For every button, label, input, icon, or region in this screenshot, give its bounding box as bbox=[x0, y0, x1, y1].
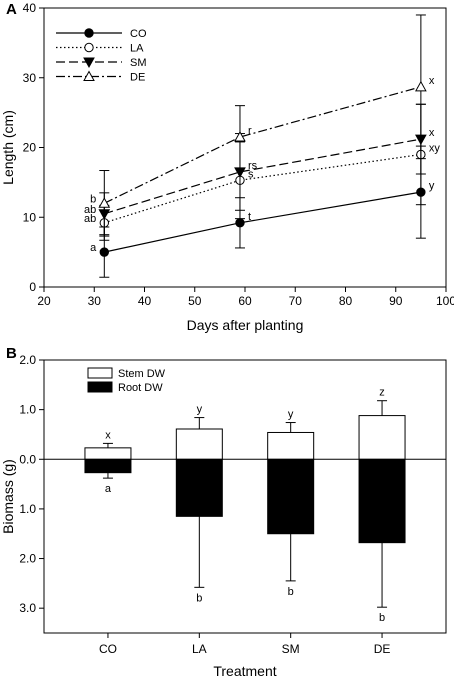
marker bbox=[84, 28, 94, 38]
significance-label-stem: y bbox=[197, 404, 203, 416]
bar-root bbox=[267, 458, 315, 535]
series-line-DE bbox=[104, 86, 422, 204]
significance-label-root: a bbox=[105, 483, 112, 495]
y-tick-label-a: 20 bbox=[23, 141, 37, 155]
series-line-LA bbox=[104, 153, 421, 224]
x-tick-label-a: 60 bbox=[238, 294, 252, 308]
marker bbox=[83, 70, 95, 81]
significance-label: ab bbox=[84, 213, 96, 225]
legend-a-bg bbox=[52, 22, 142, 92]
category-label: LA bbox=[192, 642, 207, 656]
legend-label-0: Stem DW bbox=[118, 368, 166, 380]
significance-label: x bbox=[429, 127, 435, 139]
marker bbox=[83, 57, 95, 69]
bar-chart-panel-b: 2.0 1.0 0.0 1.0 2.0 3.0 CO LA SM DE Treatment Bioma… bbox=[0, 353, 447, 679]
y-tick-label-a: 30 bbox=[23, 71, 37, 85]
bar-stem bbox=[84, 447, 132, 460]
category-label: CO bbox=[99, 642, 117, 656]
bar-group-DE: zb bbox=[358, 387, 406, 624]
legend-label-LA: LA bbox=[130, 43, 144, 55]
line-chart-panel-a: 20 30 40 50 60 70 80 90 100 0 10 20 30 40 Days after p… bbox=[0, 1, 454, 333]
significance-label: rs bbox=[248, 160, 258, 172]
significance-label-root: b bbox=[288, 586, 294, 598]
significance-label: x bbox=[429, 75, 435, 87]
y-tick-label-a: 10 bbox=[23, 210, 37, 224]
bar-stem bbox=[175, 428, 223, 460]
significance-label-stem: x bbox=[105, 429, 111, 441]
y-axis-title-a: Length (cm) bbox=[0, 110, 16, 185]
significance-label: a bbox=[90, 242, 97, 254]
legend-a: CO LA SM DE bbox=[52, 22, 147, 92]
significance-label: t bbox=[248, 211, 251, 223]
x-axis-title-b: Treatment bbox=[213, 663, 276, 679]
y-axis-title-b: Biomass (g) bbox=[0, 459, 16, 534]
legend-b: Stem DW Root DW bbox=[87, 367, 166, 394]
significance-label: y bbox=[429, 180, 435, 192]
y-tick-label-b: 1.0 bbox=[19, 403, 36, 417]
bar-stem bbox=[267, 431, 315, 460]
marker bbox=[98, 197, 111, 208]
panel-b-letter: B bbox=[6, 345, 17, 362]
legend-label-DE: DE bbox=[130, 72, 145, 84]
y-tick-label-b: 1.0 bbox=[19, 502, 36, 516]
significance-label: ab bbox=[84, 204, 96, 216]
x-tick-label-a: 100 bbox=[436, 294, 454, 308]
series-DE: b r x bbox=[90, 14, 435, 237]
significance-label: xy bbox=[429, 142, 441, 154]
x-tick-label-a: 20 bbox=[37, 294, 51, 308]
y-tick-label-b: 2.0 bbox=[19, 552, 36, 566]
x-tick-label-a: 50 bbox=[188, 294, 202, 308]
marker bbox=[234, 131, 246, 142]
significance-label-root: b bbox=[379, 612, 385, 624]
bar-root bbox=[175, 458, 223, 517]
bar-root bbox=[358, 458, 406, 544]
y-tick-label-b: 2.0 bbox=[19, 353, 36, 367]
category-label: DE bbox=[374, 642, 391, 656]
marker bbox=[99, 247, 110, 257]
y-tick-label-b: 0.0 bbox=[19, 452, 36, 466]
x-tick-label-a: 70 bbox=[289, 294, 303, 308]
bar-root bbox=[84, 458, 132, 474]
bar-group-SM: yb bbox=[267, 409, 315, 598]
legend-label-SM: SM bbox=[130, 57, 147, 69]
significance-label-root: b bbox=[196, 592, 202, 604]
x-tick-label-a: 40 bbox=[138, 294, 152, 308]
legend-label-CO: CO bbox=[130, 28, 147, 40]
significance-label: s bbox=[248, 168, 254, 180]
y-tick-label-a: 40 bbox=[23, 1, 37, 15]
bar-group-CO: xa bbox=[84, 429, 132, 495]
marker bbox=[415, 80, 427, 92]
significance-label: r bbox=[248, 125, 252, 137]
significance-label-stem: y bbox=[288, 409, 294, 421]
series-line-CO bbox=[104, 191, 421, 253]
x-axis-title-a: Days after planting bbox=[187, 317, 304, 333]
legend-label-1: Root DW bbox=[118, 382, 163, 394]
x-tick-label-a: 30 bbox=[88, 294, 102, 308]
bar-stem bbox=[358, 415, 406, 460]
x-tick-label-a: 80 bbox=[339, 294, 353, 308]
category-label: SM bbox=[282, 642, 300, 656]
significance-label: b bbox=[90, 193, 96, 205]
panel-a-letter: A bbox=[6, 1, 17, 18]
legend-swatch-0 bbox=[87, 367, 113, 379]
legend-swatch-1 bbox=[87, 381, 113, 393]
series-CO: a t y bbox=[90, 145, 435, 278]
series-line-SM bbox=[104, 138, 421, 215]
bar-group-LA: yb bbox=[175, 404, 223, 604]
marker bbox=[235, 218, 245, 228]
marker bbox=[84, 42, 94, 53]
plot-frame-b bbox=[43, 359, 447, 634]
y-tick-label-a: 0 bbox=[29, 280, 36, 294]
x-tick-label-a: 90 bbox=[389, 294, 403, 308]
significance-label-stem: z bbox=[379, 387, 385, 399]
y-tick-label-b: 3.0 bbox=[19, 601, 36, 615]
